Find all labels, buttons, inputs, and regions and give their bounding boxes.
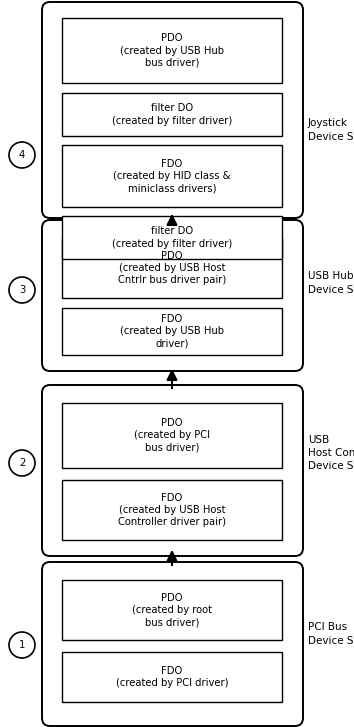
Text: PDO
(created by USB Host
Cntrlr bus driver pair): PDO (created by USB Host Cntrlr bus driv… bbox=[118, 251, 226, 286]
Bar bbox=[62, 93, 282, 136]
Bar bbox=[62, 238, 282, 298]
Text: PDO
(created by PCI
bus driver): PDO (created by PCI bus driver) bbox=[134, 418, 210, 453]
FancyBboxPatch shape bbox=[42, 562, 303, 726]
Text: 1: 1 bbox=[19, 640, 25, 650]
Circle shape bbox=[9, 277, 35, 303]
Text: Joystick
Device Stack: Joystick Device Stack bbox=[308, 119, 354, 142]
Text: 3: 3 bbox=[19, 285, 25, 295]
FancyBboxPatch shape bbox=[42, 220, 303, 371]
Text: 2: 2 bbox=[19, 458, 25, 468]
Bar bbox=[62, 308, 282, 355]
Text: FDO
(created by PCI driver): FDO (created by PCI driver) bbox=[116, 666, 228, 688]
Bar bbox=[62, 145, 282, 207]
Text: filter DO
(created by filter driver): filter DO (created by filter driver) bbox=[112, 226, 232, 249]
Text: filter DO
(created by filter driver): filter DO (created by filter driver) bbox=[112, 103, 232, 126]
Bar bbox=[62, 18, 282, 83]
Text: FDO
(created by HID class &
miniclass drivers): FDO (created by HID class & miniclass dr… bbox=[113, 158, 231, 193]
Text: FDO
(created by USB Hub
driver): FDO (created by USB Hub driver) bbox=[120, 314, 224, 349]
Bar bbox=[62, 652, 282, 702]
Text: USB Hub
Device Stack: USB Hub Device Stack bbox=[308, 271, 354, 294]
Bar bbox=[62, 580, 282, 640]
FancyBboxPatch shape bbox=[42, 385, 303, 556]
Bar bbox=[62, 480, 282, 540]
Text: PDO
(created by root
bus driver): PDO (created by root bus driver) bbox=[132, 593, 212, 627]
Text: PDO
(created by USB Hub
bus driver): PDO (created by USB Hub bus driver) bbox=[120, 33, 224, 68]
Text: PCI Bus
Device Stack: PCI Bus Device Stack bbox=[308, 622, 354, 646]
Circle shape bbox=[9, 142, 35, 168]
Circle shape bbox=[9, 632, 35, 658]
Bar bbox=[62, 216, 282, 259]
Text: USB
Host Controller
Device Stack: USB Host Controller Device Stack bbox=[308, 435, 354, 471]
Text: 4: 4 bbox=[19, 150, 25, 160]
FancyBboxPatch shape bbox=[42, 2, 303, 218]
Circle shape bbox=[9, 450, 35, 476]
Bar bbox=[62, 403, 282, 468]
Text: FDO
(created by USB Host
Controller driver pair): FDO (created by USB Host Controller driv… bbox=[118, 493, 226, 527]
